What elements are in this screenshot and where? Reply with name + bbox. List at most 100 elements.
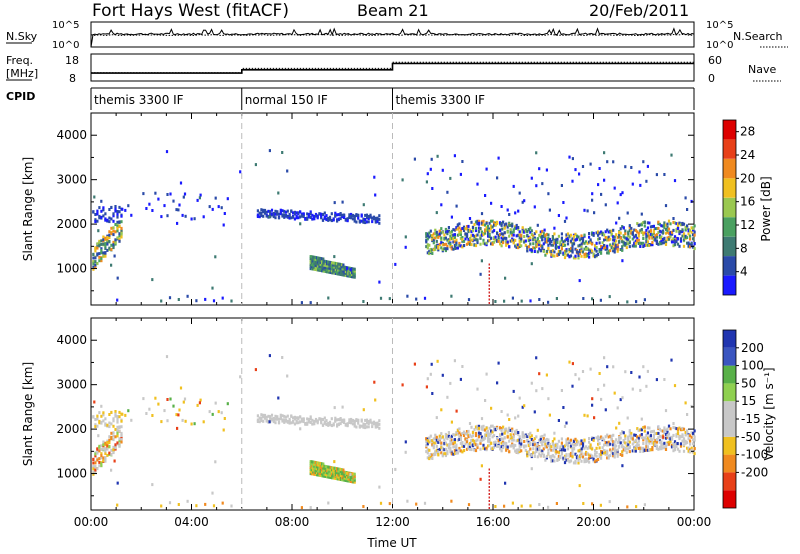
power-echo xyxy=(523,199,526,203)
velocity-echo xyxy=(176,426,179,430)
velocity-echo xyxy=(520,442,523,446)
velocity-echo xyxy=(100,454,103,458)
velocity-echo xyxy=(689,448,692,452)
velocity-echo xyxy=(574,443,577,447)
velocity-echo xyxy=(655,378,658,382)
power-echo xyxy=(628,225,631,229)
power-echo xyxy=(473,238,476,242)
power-echo xyxy=(270,208,274,212)
velocity-echo xyxy=(661,443,664,446)
velocity-echo xyxy=(350,420,353,423)
power-echo xyxy=(339,269,342,272)
power-echo xyxy=(263,208,267,212)
power-echo xyxy=(277,212,281,216)
velocity-echo xyxy=(112,438,115,442)
power-echo xyxy=(574,247,577,251)
velocity-echo xyxy=(529,447,532,451)
power-echo xyxy=(646,231,649,235)
power-echo xyxy=(330,263,334,267)
power-echo xyxy=(455,227,458,231)
power-echo xyxy=(616,249,619,253)
velocity-echo xyxy=(323,416,326,420)
velocity-echo xyxy=(352,472,355,476)
power-echo xyxy=(508,234,511,238)
power-echo xyxy=(110,217,113,221)
power-echo xyxy=(322,267,325,271)
velocity-echo xyxy=(425,385,428,389)
velocity-echo xyxy=(663,446,666,450)
power-echo xyxy=(309,212,312,216)
power-echo xyxy=(333,201,336,205)
power-echo xyxy=(511,231,514,235)
power-echo xyxy=(431,237,434,241)
velocity-echo xyxy=(499,438,502,442)
velocity-echo xyxy=(364,423,367,426)
velocity-echo xyxy=(100,404,103,408)
power-echo xyxy=(279,212,282,216)
velocity-echo xyxy=(330,417,333,421)
velocity-echo xyxy=(462,444,466,448)
velocity-echo xyxy=(586,458,589,462)
power-echo xyxy=(344,270,347,273)
velocity-echo xyxy=(211,412,214,416)
velocity-echo xyxy=(92,472,95,476)
power-echo xyxy=(539,232,542,236)
velocity-echo xyxy=(517,432,520,436)
power-echo xyxy=(580,237,583,241)
power-echo xyxy=(619,193,622,197)
velocity-echo xyxy=(434,436,437,440)
velocity-echo xyxy=(353,472,356,476)
velocity-echo xyxy=(100,462,103,466)
power-echo xyxy=(309,261,312,265)
power-echo xyxy=(630,231,633,235)
power-echo xyxy=(196,198,199,202)
power-echo xyxy=(560,238,563,242)
power-echo xyxy=(670,230,674,234)
velocity-echo xyxy=(118,425,121,429)
power-echo xyxy=(471,238,475,242)
power-echo xyxy=(341,273,344,277)
velocity-echo xyxy=(586,414,589,418)
power-echo xyxy=(112,226,115,230)
velocity-echo xyxy=(357,418,360,422)
power-echo xyxy=(566,253,570,257)
power-echo xyxy=(692,226,695,230)
velocity-echo xyxy=(98,447,101,451)
power-echo xyxy=(320,216,323,220)
power-echo xyxy=(283,215,286,219)
velocity-echo xyxy=(328,465,331,469)
power-echo xyxy=(575,237,579,241)
velocity-echo xyxy=(648,441,651,445)
velocity-echo xyxy=(649,448,652,452)
velocity-echo xyxy=(444,441,447,445)
power-echo xyxy=(355,220,358,224)
power-echo xyxy=(319,265,322,268)
power-echo xyxy=(628,245,631,249)
velocity-echo xyxy=(104,422,107,426)
power-echo xyxy=(312,263,315,267)
velocity-echo xyxy=(615,444,618,448)
velocity-echo xyxy=(317,465,320,469)
velocity-echo xyxy=(342,470,345,474)
power-echo xyxy=(374,220,377,224)
velocity-echo xyxy=(482,428,485,432)
velocity-echo xyxy=(199,398,202,402)
velocity-echo xyxy=(615,438,618,442)
velocity-echo xyxy=(318,471,321,475)
velocity-echo xyxy=(612,433,615,437)
velocity-echo xyxy=(341,468,344,472)
velocity-echo xyxy=(597,442,600,446)
velocity-echo xyxy=(477,424,481,428)
power-echo xyxy=(597,237,600,241)
power-echo xyxy=(560,232,563,236)
power-echo xyxy=(299,222,302,226)
velocity-echo xyxy=(318,461,321,465)
power-echo xyxy=(604,247,607,251)
velocity-echo xyxy=(274,414,277,418)
power-echo xyxy=(634,241,637,245)
velocity-echo xyxy=(226,402,229,406)
velocity-echo xyxy=(607,440,610,444)
power-echo xyxy=(453,244,456,247)
power-echo xyxy=(499,242,502,246)
